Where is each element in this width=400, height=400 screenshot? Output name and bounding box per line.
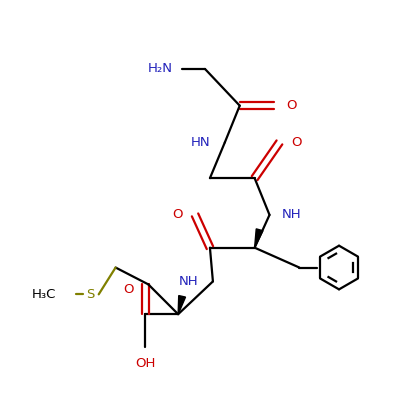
Text: O: O <box>291 136 302 149</box>
Text: NH: NH <box>178 275 198 288</box>
Text: O: O <box>123 283 134 296</box>
Polygon shape <box>178 296 186 314</box>
Text: HN: HN <box>190 136 210 149</box>
Text: H₂N: H₂N <box>148 62 173 76</box>
Text: OH: OH <box>135 357 156 370</box>
Text: H₃C: H₃C <box>32 288 56 301</box>
Text: O: O <box>173 208 183 221</box>
Polygon shape <box>255 229 263 248</box>
Text: S: S <box>86 288 95 301</box>
Text: NH: NH <box>282 208 301 221</box>
Text: O: O <box>286 99 297 112</box>
